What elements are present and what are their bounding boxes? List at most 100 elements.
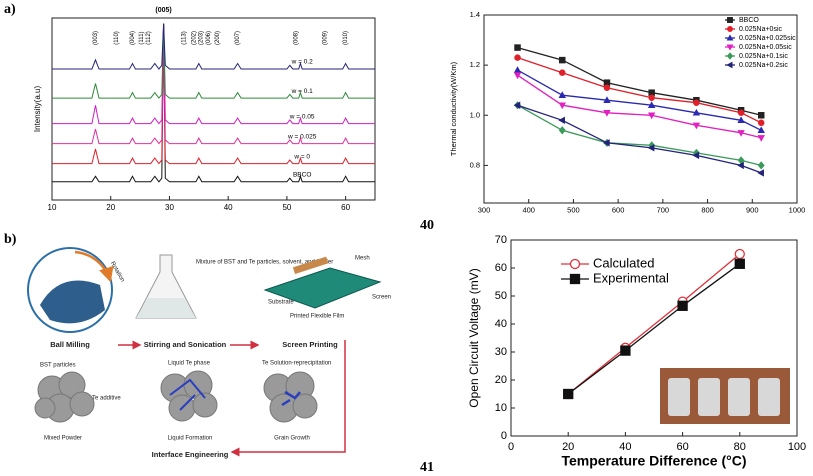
stage-note: Te Solution-reprecipitation	[262, 361, 331, 367]
interface-label: Interface Engineering	[152, 450, 229, 459]
marker	[726, 61, 733, 69]
y-tick-label: 0	[501, 430, 507, 442]
x-tick-label: 60	[676, 441, 688, 453]
x-tick-label: 20	[562, 441, 574, 453]
series-line	[517, 104, 762, 174]
series-label: BBCO	[293, 172, 311, 179]
y-tick-label: 10	[495, 402, 507, 414]
y-tick-label: 1.4	[470, 10, 480, 19]
series-line	[52, 23, 375, 165]
x-tick-label: 800	[701, 205, 714, 214]
legend-label: 0.025Na+0.1sic	[739, 53, 788, 60]
x-tick-label: 600	[612, 205, 625, 214]
legend-label: Experimental	[593, 270, 669, 285]
peak-label: (111)	[139, 31, 145, 44]
marker	[514, 44, 521, 51]
legend-label: 0.025Na+0sic	[739, 26, 783, 33]
marker	[559, 56, 566, 64]
marker	[757, 161, 765, 170]
series-line	[567, 253, 741, 395]
leg	[698, 378, 720, 416]
marker	[558, 91, 566, 98]
x-tick-label: 1000	[789, 205, 806, 214]
series-line	[52, 23, 375, 145]
stage-note: Te additive	[92, 396, 121, 402]
y-tick-label: 60	[495, 262, 507, 274]
marker	[513, 101, 521, 109]
y-axis-label: Thermal conductivity(W/Km)	[449, 61, 458, 156]
marker	[569, 273, 581, 285]
x-tick-label: 60	[341, 203, 350, 212]
peak-label: (010)	[343, 31, 349, 45]
legend-label: 0.025Na+0.025sic	[739, 35, 796, 42]
leg	[728, 378, 750, 416]
te-phase	[281, 390, 301, 407]
marker	[513, 72, 522, 80]
peak-label: (008)	[293, 31, 299, 45]
y-tick-label: 1.2	[470, 60, 480, 69]
series-line	[517, 46, 762, 116]
marker	[757, 112, 765, 119]
marker	[726, 52, 734, 60]
marker	[569, 258, 581, 270]
step-label: Screen Printing	[282, 340, 338, 349]
peak-label: (203)	[199, 31, 205, 45]
series-label: w = 0.1	[291, 88, 314, 95]
marker	[693, 99, 700, 106]
marker	[734, 258, 745, 269]
screen-label: Printed Flexible Film	[290, 314, 344, 320]
y-tick-label: 30	[495, 346, 507, 358]
peak-label: (110)	[114, 31, 120, 45]
stage-label: Liquid Formation	[168, 436, 213, 442]
chart: 10 20 30 40 50 60 Intensity(a.u) BBCO w = 0 w = 0…	[33, 7, 376, 212]
peak-label: (006)	[206, 31, 212, 45]
stage-label: Mixed Powder	[44, 436, 82, 442]
y-tick-label: 70	[495, 234, 507, 246]
legend-label: BBCO	[739, 17, 759, 24]
marker	[603, 96, 611, 103]
x-tick-label: 400	[522, 205, 535, 214]
marker	[603, 139, 610, 147]
marker	[757, 169, 764, 177]
screen	[263, 267, 382, 309]
series-label: w = 0	[293, 153, 310, 160]
peak-label: (009)	[323, 31, 329, 45]
marker	[603, 84, 611, 91]
marker	[647, 101, 656, 108]
y-tick-label: 20	[495, 374, 507, 386]
marker	[757, 135, 765, 142]
x-tick-label: 100	[788, 441, 806, 453]
plot-frame	[51, 17, 376, 201]
panel-label: a)	[4, 2, 16, 17]
plot-frame	[510, 239, 798, 437]
y-tick-label: 40	[495, 318, 507, 330]
series-line	[567, 263, 741, 395]
page-number: 41	[420, 460, 434, 475]
marker	[757, 126, 765, 134]
marker	[647, 112, 656, 120]
peak-label: (112)	[146, 31, 152, 45]
legend-label: 0.025Na+0.05sic	[739, 44, 792, 51]
process-diagram: Rotation Mixture of BST and Te particles…	[27, 247, 391, 459]
series-line	[52, 23, 375, 99]
marker	[692, 108, 701, 116]
legend-label: 0.025Na+0.2sic	[739, 62, 788, 69]
stage-note: Liquid Te phase	[168, 361, 211, 367]
marker	[620, 345, 631, 356]
marker	[648, 94, 655, 101]
marker	[603, 110, 611, 117]
x-tick-label: 0	[508, 441, 514, 453]
marker	[558, 102, 566, 110]
stage-label: Grain Growth	[274, 436, 310, 442]
balls	[40, 280, 105, 324]
squeegee	[292, 256, 329, 275]
y-axis-label: Intensity(a.u)	[33, 86, 42, 133]
peak-label: (007)	[235, 31, 241, 45]
screen-label: Substrate	[268, 300, 294, 306]
mixture	[136, 298, 196, 318]
y-tick-label: 0.8	[470, 160, 480, 169]
x-tick-label: 300	[478, 205, 491, 214]
page-number: 40	[420, 218, 434, 233]
screen-label: Mesh	[355, 256, 370, 262]
peak-label: (003)	[93, 31, 99, 45]
